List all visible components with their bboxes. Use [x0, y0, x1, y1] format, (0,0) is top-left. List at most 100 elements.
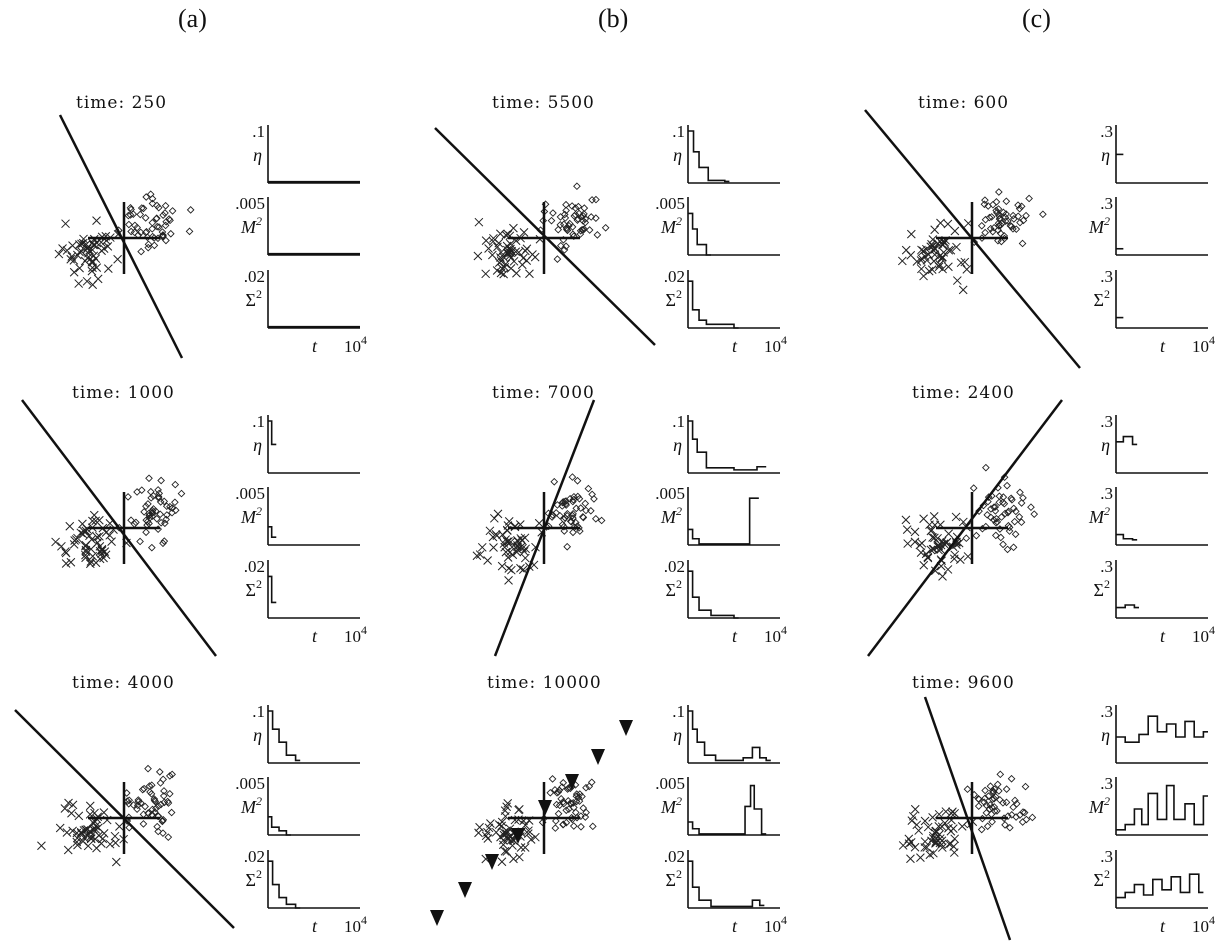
cross-point	[904, 839, 914, 848]
diamond-point	[577, 212, 586, 221]
diamond-point	[997, 513, 1006, 521]
diamond-point	[1001, 509, 1009, 518]
diamond-point	[982, 808, 991, 817]
diamond-point	[989, 787, 998, 796]
cross-point	[489, 543, 498, 552]
panel-title: time: 1000	[72, 383, 175, 403]
cross-point	[66, 557, 76, 567]
cross-point	[92, 532, 102, 542]
cross-point	[952, 242, 961, 252]
diamond-point	[137, 247, 145, 256]
diamond-point	[586, 506, 595, 515]
diamond-point	[571, 518, 580, 527]
cross-point	[61, 219, 70, 229]
diamond-point	[168, 504, 177, 512]
diamond-point	[160, 787, 168, 795]
mini-plot-symbol: η	[673, 725, 682, 745]
mini-plot-series	[1116, 784, 1208, 831]
cross-point	[107, 537, 116, 547]
cross-point	[472, 551, 482, 561]
diamond-point	[147, 543, 156, 552]
panel-title: time: 9600	[912, 673, 1015, 693]
cross-point	[483, 834, 493, 843]
diamond-point	[982, 463, 990, 472]
time-axis-label: t	[1160, 336, 1166, 356]
diamond-point	[159, 829, 167, 837]
mini-plot-tick-label: .3	[1100, 847, 1113, 866]
cross-point	[943, 565, 953, 574]
cross-point	[944, 529, 953, 539]
diamond-point	[552, 817, 560, 825]
diamond-point	[159, 539, 167, 548]
diamond-point	[162, 502, 171, 511]
mini-plot-tick-label: .005	[655, 774, 685, 793]
cross-point	[92, 843, 101, 853]
diamond-point	[988, 795, 997, 804]
cross-point	[516, 534, 526, 543]
diamond-point	[133, 801, 142, 810]
cross-point	[499, 830, 509, 840]
cross-point	[520, 553, 530, 563]
mini-plot-tick-label: .005	[655, 484, 685, 503]
diamond-point	[124, 493, 132, 501]
mini-plot-tick-label: .02	[244, 557, 265, 576]
cross-point	[91, 516, 101, 526]
cross-point	[939, 248, 949, 257]
cross-point	[942, 537, 952, 547]
cross-point	[497, 264, 507, 273]
cross-point	[943, 219, 953, 229]
diamond-point	[575, 209, 583, 218]
diamond-point	[127, 516, 135, 525]
diamond-point	[988, 817, 996, 826]
cross-point	[963, 552, 973, 561]
cross-point	[937, 843, 947, 852]
cross-point	[941, 807, 951, 816]
time-axis-max: 104	[764, 913, 787, 936]
diamond-point	[133, 223, 141, 232]
mini-plot-tick-label: .02	[244, 267, 265, 286]
diamond-point	[177, 489, 186, 498]
diamond-point	[131, 221, 139, 230]
diamond-point	[972, 531, 981, 540]
diamond-point	[578, 225, 586, 234]
mini-plot-series	[268, 860, 301, 909]
cross-point	[947, 809, 956, 818]
diamond-point	[996, 221, 1005, 229]
time-axis-label: t	[732, 336, 738, 356]
mini-plot-tick-label: .3	[1100, 774, 1113, 793]
cross-point	[105, 839, 115, 849]
diamond-point	[560, 522, 568, 531]
cross-point	[950, 226, 960, 236]
diamond-point	[575, 494, 584, 503]
mini-plot-series	[1116, 435, 1138, 446]
cross-point	[930, 225, 940, 235]
decision-line	[434, 127, 656, 346]
cross-point	[935, 260, 945, 269]
diamond-point	[572, 504, 581, 513]
diamond-point	[561, 500, 570, 508]
cross-point	[927, 525, 937, 535]
diamond-point	[158, 228, 167, 236]
diamond-point	[139, 820, 148, 828]
diamond-point	[155, 489, 164, 498]
diamond-point	[999, 540, 1007, 549]
diamond-point	[1017, 499, 1026, 507]
cross-point	[111, 857, 121, 867]
mini-plot-symbol: Σ2	[246, 287, 262, 310]
diamond-point	[570, 212, 579, 220]
diamond-point	[158, 817, 167, 825]
diamond-point	[130, 228, 139, 237]
cross-point	[95, 554, 105, 564]
cross-point	[946, 839, 956, 848]
diamond-point	[166, 216, 174, 225]
cross-point	[923, 822, 933, 832]
cross-point	[86, 832, 96, 841]
diamond-point	[144, 500, 152, 508]
cross-point	[113, 254, 122, 264]
diamond-point	[145, 782, 154, 790]
diamond-point	[570, 523, 579, 532]
